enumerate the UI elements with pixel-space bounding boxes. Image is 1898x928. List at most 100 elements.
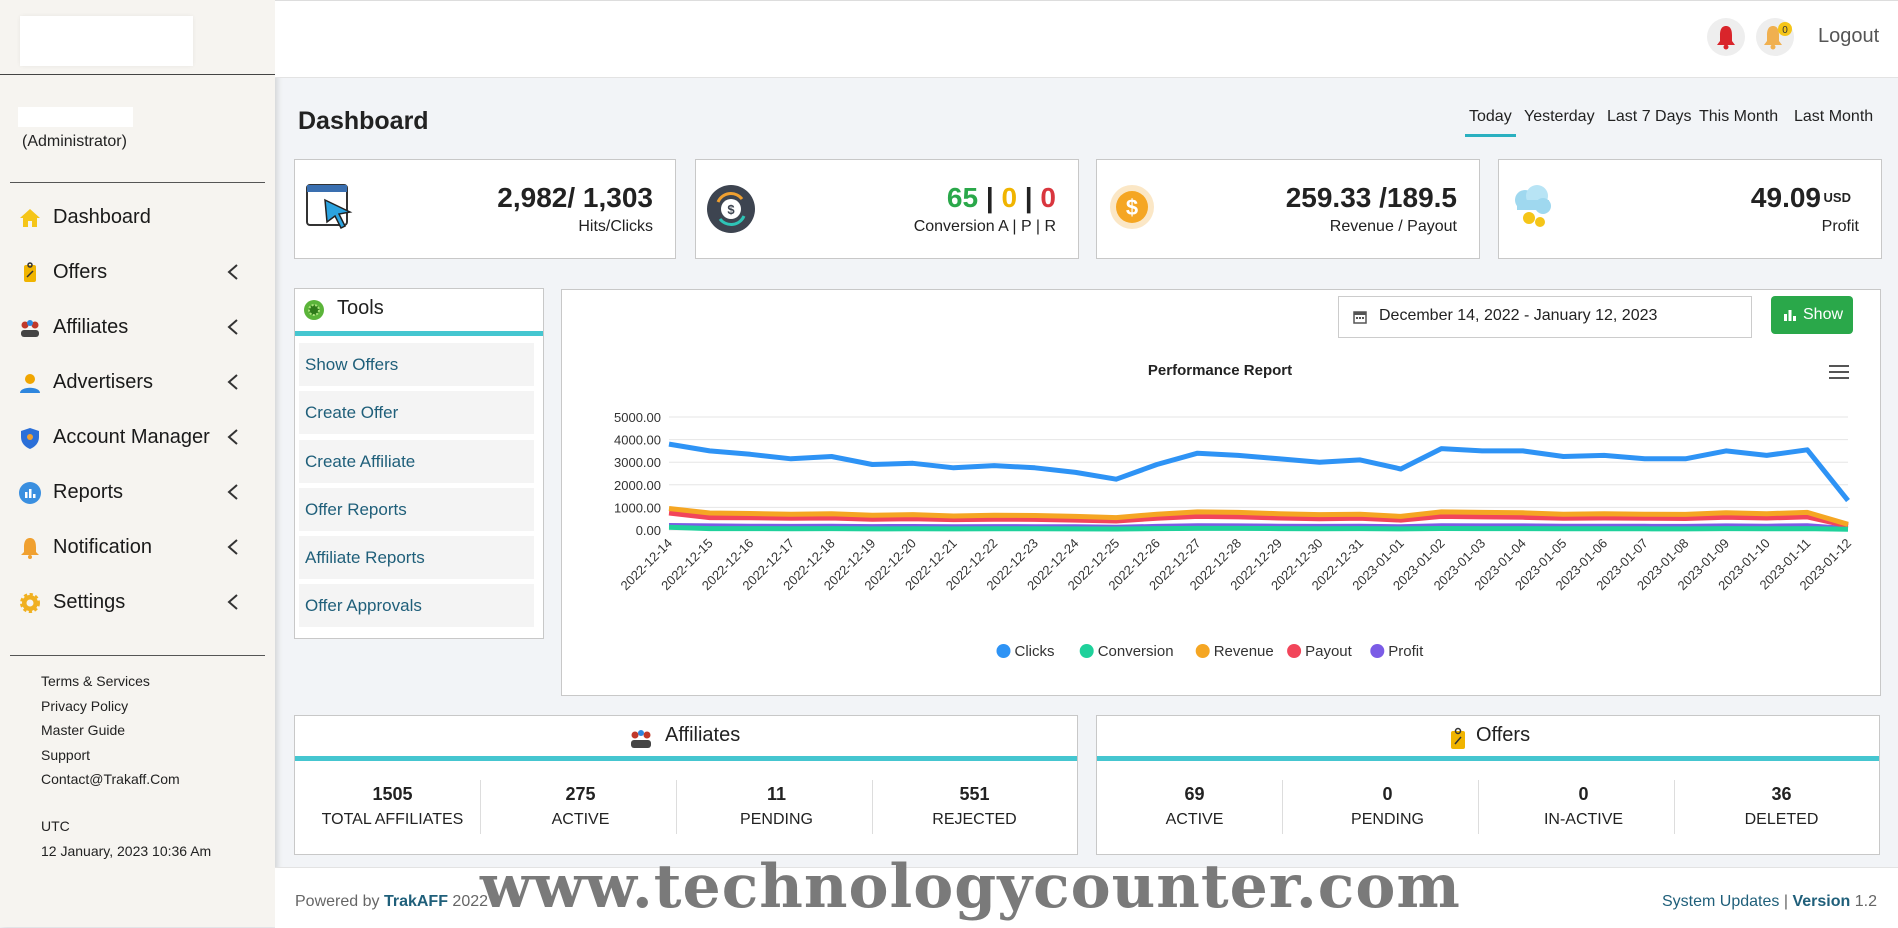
chevron-left-icon (227, 429, 238, 445)
y-tick-label: 5000.00 (614, 410, 661, 425)
offers-active: 69 ACTIVE (1097, 784, 1292, 829)
chevron-left-icon (227, 374, 238, 390)
legend-item[interactable]: Profit (1370, 643, 1424, 660)
divider (0, 74, 275, 75)
y-tick-label: 2000.00 (614, 478, 661, 493)
date-range-picker[interactable]: December 14, 2022 - January 12, 2023 (1338, 296, 1752, 338)
notification-count: 0 (1782, 25, 1788, 36)
logout-link[interactable]: Logout (1818, 25, 1880, 47)
revenue-payout-label: Revenue / Payout (1329, 218, 1457, 235)
tool-offer-reports[interactable]: Offer Reports (299, 488, 534, 531)
affiliates-group-icon (21, 320, 39, 337)
svg-text:$: $ (727, 202, 735, 217)
affiliates-active: 275 ACTIVE (483, 784, 678, 829)
sidebar-item-label: Reports (53, 481, 124, 503)
sidebar-item-settings[interactable]: Settings (0, 575, 275, 630)
divider (480, 780, 481, 834)
svg-text:$: $ (1126, 195, 1138, 220)
range-yesterday[interactable]: Yesterday (1524, 108, 1595, 125)
affiliates-group-icon (631, 730, 651, 748)
range-last-month[interactable]: Last Month (1794, 108, 1874, 125)
sidebar-item-offers[interactable]: Offers (0, 245, 275, 300)
y-tick-label: 1000.00 (614, 500, 661, 515)
sidebar-links: Terms & Services Privacy Policy Master G… (41, 673, 180, 796)
revenue-payout-value: 259.33 /189.5 (1285, 182, 1457, 213)
notification-bell-button[interactable]: 0 (1756, 18, 1794, 56)
profit-card: 49.09 USD Profit (1498, 159, 1882, 259)
offers-deleted: 36 DELETED (1684, 784, 1879, 829)
profit-unit: USD (1823, 190, 1851, 205)
legend-item[interactable]: Conversion (1079, 643, 1174, 660)
legend-item[interactable]: Payout (1287, 643, 1353, 660)
legend-marker (1287, 644, 1302, 658)
affiliates-total: 1505 TOTAL AFFILIATES (295, 784, 490, 829)
legend-label: Revenue (1214, 643, 1274, 660)
stat-label: ACTIVE (1165, 811, 1224, 828)
tool-create-affiliate[interactable]: Create Affiliate (299, 440, 534, 483)
divider (676, 780, 677, 834)
conversion-values: 65 | 0 | 0 (947, 182, 1056, 214)
stat-label: PENDING (740, 811, 813, 828)
affiliates-card-title: Affiliates (665, 724, 741, 746)
page-title: Dashboard (298, 107, 429, 135)
range-today[interactable]: Today (1469, 108, 1512, 125)
sidebar-item-dashboard[interactable]: Dashboard (0, 190, 275, 245)
conversion-approved: 65 (946, 182, 979, 213)
legend-label: Conversion (1098, 643, 1174, 660)
sidebar-item-label: Notification (53, 536, 152, 558)
gear-icon (20, 593, 40, 613)
alert-bell-button[interactable] (1707, 18, 1745, 56)
y-tick-label: 4000.00 (614, 433, 661, 448)
show-button[interactable]: Show (1771, 296, 1853, 334)
user-role: (Administrator) (22, 133, 127, 150)
divider (1282, 780, 1283, 834)
link-support[interactable]: Support (41, 746, 91, 763)
date-range-text: December 14, 2022 - January 12, 2023 (1379, 307, 1658, 324)
tool-offer-approvals[interactable]: Offer Approvals (299, 584, 534, 627)
logo[interactable] (20, 16, 193, 66)
conversion-rejected: 0 (1040, 182, 1056, 213)
stat-number: 0 (1382, 784, 1393, 804)
brand-link[interactable]: TrakAFF (383, 893, 448, 910)
stat-label: IN-ACTIVE (1543, 811, 1624, 828)
link-master-guide[interactable]: Master Guide (41, 722, 126, 738)
tools-panel: Tools Show Offers Create Offer Create Af… (294, 288, 544, 639)
separator: | (985, 182, 994, 213)
offers-card-header: Offers (1097, 716, 1879, 761)
sidebar-item-affiliates[interactable]: Affiliates (0, 300, 275, 355)
chevron-left-icon (227, 264, 238, 280)
stat-label: TOTAL AFFILIATES (321, 811, 464, 828)
sidebar-item-advertisers[interactable]: Advertisers (0, 355, 275, 410)
sidebar-item-account-manager[interactable]: Account Manager (0, 410, 275, 465)
link-terms[interactable]: Terms & Services (41, 673, 150, 689)
link-privacy[interactable]: Privacy Policy (41, 697, 129, 714)
tool-show-offers[interactable]: Show Offers (299, 343, 534, 386)
legend-item[interactable]: Revenue (1195, 643, 1274, 660)
tool-affiliate-reports[interactable]: Affiliate Reports (299, 536, 534, 579)
tools-gear-icon (304, 300, 324, 320)
home-icon (20, 209, 40, 227)
sidebar-item-notification[interactable]: Notification (0, 520, 275, 575)
version-info: System Updates | Version 1.2 (1662, 893, 1877, 910)
show-button-label: Show (1803, 306, 1844, 323)
stat-number: 69 (1184, 784, 1205, 804)
chevron-left-icon (227, 594, 238, 610)
offers-card-title: Offers (1476, 724, 1531, 746)
tool-create-offer[interactable]: Create Offer (299, 391, 534, 434)
series-line-clicks (668, 441, 1850, 503)
affiliates-card: Affiliates 1505 TOTAL AFFILIATES 275 ACT… (294, 715, 1078, 855)
affiliates-card-header: Affiliates (295, 716, 1077, 761)
sidebar-item-reports[interactable]: Reports (0, 465, 275, 520)
range-last-7-days[interactable]: Last 7 Days (1607, 108, 1692, 125)
legend-item[interactable]: Clicks (996, 643, 1055, 660)
current-datetime: 12 January, 2023 10:36 Am (41, 843, 212, 859)
offers-card: Offers 69 ACTIVE 0 PENDING 0 IN-ACTIVE 3… (1096, 715, 1880, 855)
shield-icon (21, 428, 39, 449)
range-this-month[interactable]: This Month (1699, 108, 1779, 125)
stat-number: 1505 (372, 784, 413, 804)
chart-menu-icon[interactable] (1829, 365, 1849, 380)
footer (275, 867, 1898, 928)
conversion-card: $ 65 | 0 | 0 Conversion A | P | R (695, 159, 1079, 259)
system-updates-link[interactable]: System Updates (1662, 893, 1780, 910)
link-contact[interactable]: Contact@Trakaff.Com (41, 771, 180, 787)
